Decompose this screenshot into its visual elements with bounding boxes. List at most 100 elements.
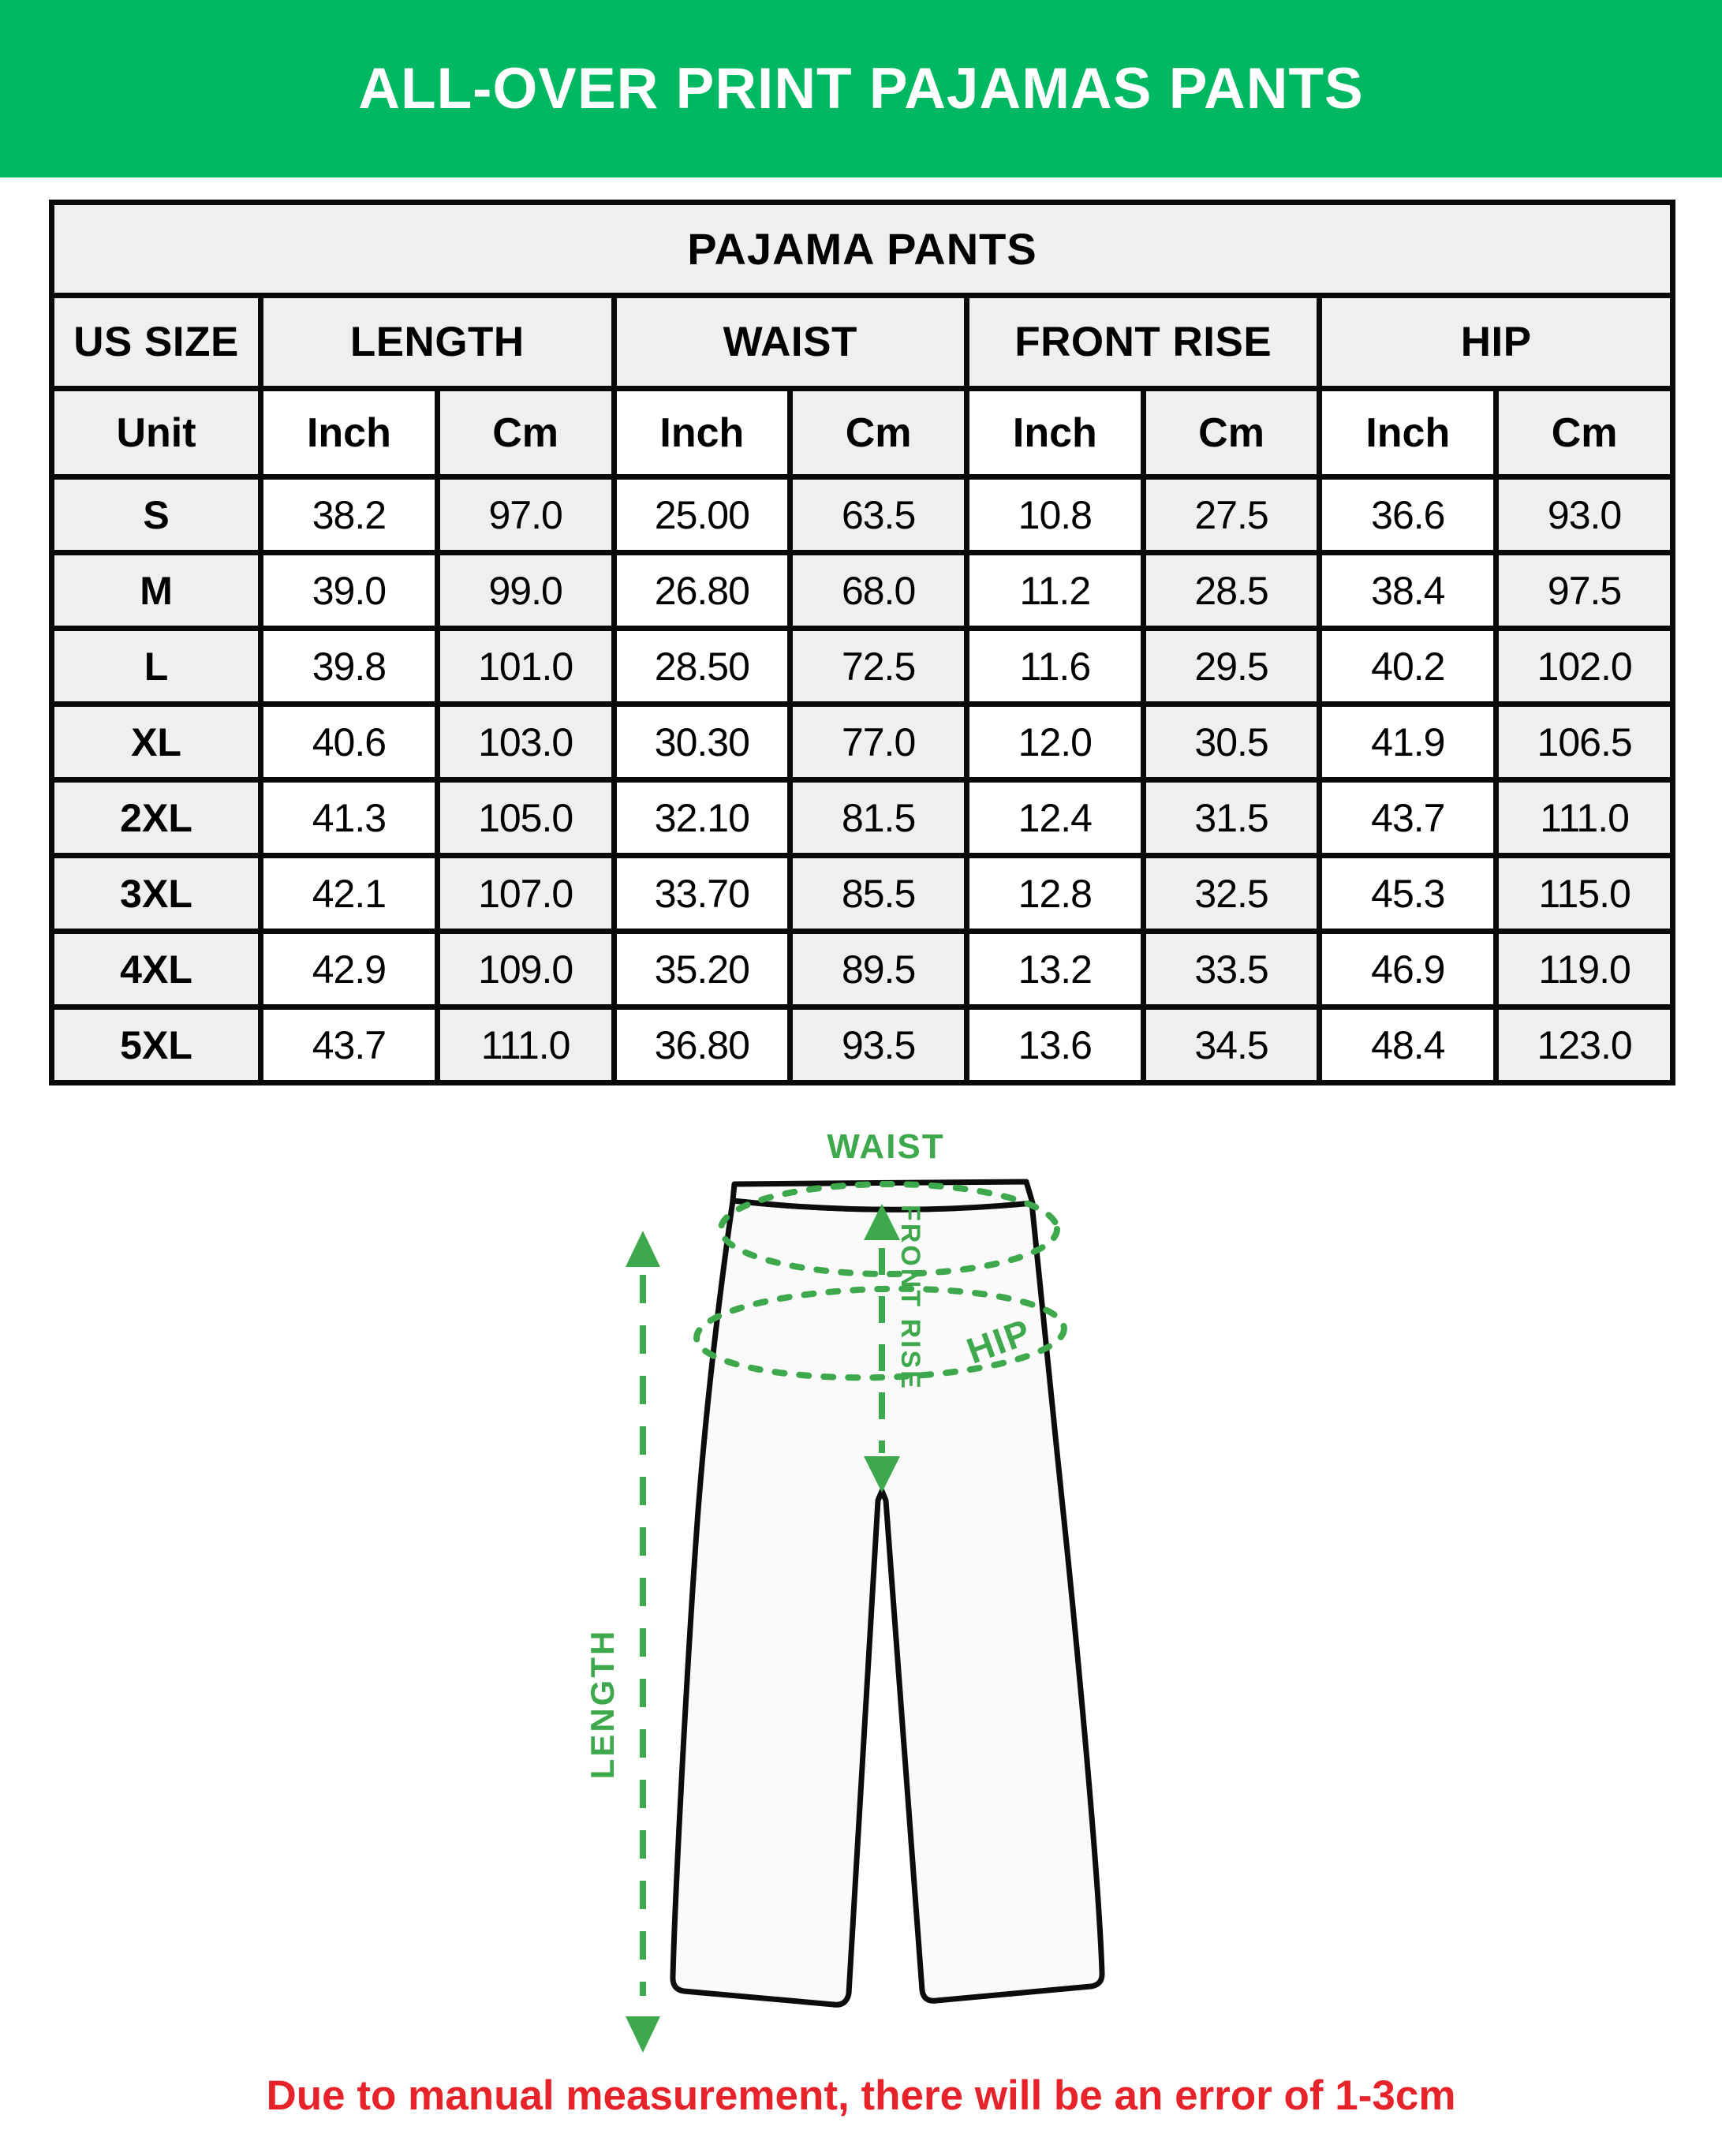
measurement-cell: 93.5 [787,1004,969,1085]
measurement-cell: 36.6 [1317,474,1500,555]
pants-measurement-diagram: WAIST FRONT RISE HIP LENGTH [0,1097,1722,2075]
table-header-row: US SIZE LENGTH WAIST FRONT RISE HIP [48,293,1675,391]
measurement-cell: 29.5 [1140,626,1323,707]
front-rise-arrow-up-icon [864,1204,900,1240]
size-label: 5XL [48,1004,264,1085]
measurement-cell: 38.2 [258,474,440,555]
measurement-cell: 32.10 [611,777,794,858]
measurement-cell: 68.0 [787,550,969,631]
measurement-cell: 40.2 [1317,626,1500,707]
measurement-cell: 10.8 [963,474,1146,555]
length-arrow-up-icon [626,1231,660,1267]
measurement-cell: 106.5 [1493,701,1675,783]
size-chart-table: PAJAMA PANTS US SIZE LENGTH WAIST FRONT … [48,200,1675,1085]
table-unit-row: Unit Inch Cm Inch Cm Inch Cm Inch Cm [48,386,1675,480]
measurement-cell: 12.8 [963,853,1146,934]
measurement-cell: 72.5 [787,626,969,707]
measurement-cell: 99.0 [434,550,617,631]
measurement-cell: 33.5 [1140,929,1323,1010]
measurement-cell: 63.5 [787,474,969,555]
measurement-cell: 35.20 [611,929,794,1010]
size-row-s: S 38.2 97.0 25.00 63.5 10.8 27.5 36.6 93.0 [48,474,1675,555]
measurement-cell: 103.0 [434,701,617,783]
measurement-cell: 97.5 [1493,550,1675,631]
measurement-cell: 48.4 [1317,1004,1500,1085]
measurement-cell: 26.80 [611,550,794,631]
measurement-cell: 27.5 [1140,474,1323,555]
measurement-cell: 34.5 [1140,1004,1323,1085]
size-label: 4XL [48,929,264,1010]
length-label: LENGTH [584,1629,621,1780]
measurement-cell: 46.9 [1317,929,1500,1010]
measurement-cell: 39.0 [258,550,440,631]
measurement-cell: 85.5 [787,853,969,934]
measurement-cell: 38.4 [1317,550,1500,631]
measurement-cell: 123.0 [1493,1004,1675,1085]
size-row-5xl: 5XL 43.7 111.0 36.80 93.5 13.6 34.5 48.4 123.0 [48,1004,1675,1085]
pants-outline [670,1198,1105,2008]
measurement-cell: 11.2 [963,550,1146,631]
front-rise-arrow-down-icon [864,1456,900,1493]
measurement-cell: 45.3 [1317,853,1500,934]
measurement-cell: 41.9 [1317,701,1500,783]
measurement-cell: 89.5 [787,929,969,1010]
measurement-cell: 36.80 [611,1004,794,1085]
col-header-waist: WAIST [611,293,969,391]
measurement-cell: 115.0 [1493,853,1675,934]
measurement-cell: 93.0 [1493,474,1675,555]
measurement-cell: 41.3 [258,777,440,858]
measurement-cell: 81.5 [787,777,969,858]
unit-label: Unit [48,386,264,480]
size-label: L [48,626,264,707]
measurement-cell: 77.0 [787,701,969,783]
size-label: 2XL [48,777,264,858]
unit-front-rise-cm: Cm [1140,386,1323,480]
measurement-cell: 105.0 [434,777,617,858]
measurement-cell: 28.50 [611,626,794,707]
size-label: XL [48,701,264,783]
size-row-4xl: 4XL 42.9 109.0 35.20 89.5 13.2 33.5 46.9 119.0 [48,929,1675,1010]
measurement-cell: 31.5 [1140,777,1323,858]
measurement-note: Due to manual measurement, there will be… [266,2072,1456,2119]
unit-waist-inch: Inch [611,386,794,480]
size-row-m: M 39.0 99.0 26.80 68.0 11.2 28.5 38.4 97.5 [48,550,1675,631]
size-label: 3XL [48,853,264,934]
page-title: ALL-OVER PRINT PAJAMAS PANTS [358,57,1364,121]
size-label: M [48,550,264,631]
size-row-2xl: 2XL 41.3 105.0 32.10 81.5 12.4 31.5 43.7 111.0 [48,777,1675,858]
measurement-cell: 30.5 [1140,701,1323,783]
unit-length-cm: Cm [434,386,617,480]
measurement-cell: 111.0 [434,1004,617,1085]
col-header-us-size: US SIZE [48,293,264,391]
waist-measure-ellipse [718,1181,1060,1277]
measurement-cell: 13.2 [963,929,1146,1010]
measurement-cell: 42.9 [258,929,440,1010]
measurement-cell: 12.4 [963,777,1146,858]
unit-hip-inch: Inch [1317,386,1500,480]
measurement-cell: 32.5 [1140,853,1323,934]
measurement-cell: 119.0 [1493,929,1675,1010]
measurement-cell: 111.0 [1493,777,1675,858]
size-label: S [48,474,264,555]
measurement-cell: 107.0 [434,853,617,934]
measurement-cell: 43.7 [1317,777,1500,858]
measurement-cell: 12.0 [963,701,1146,783]
measurement-cell: 43.7 [258,1004,440,1085]
hip-measure-ellipse [693,1285,1067,1381]
measurement-cell: 33.70 [611,853,794,934]
front-rise-label: FRONT RISE [895,1205,925,1391]
pants-diagram-svg: WAIST FRONT RISE HIP LENGTH [584,1127,1105,2053]
table-title: PAJAMA PANTS [49,200,1675,298]
size-row-xl: XL 40.6 103.0 30.30 77.0 12.0 30.5 41.9 106.5 [48,701,1675,783]
col-header-hip: HIP [1317,293,1675,391]
banner: ALL-OVER PRINT PAJAMAS PANTS [0,0,1722,177]
measurement-cell: 11.6 [963,626,1146,707]
waist-label: WAIST [827,1127,944,1166]
measurement-cell: 40.6 [258,701,440,783]
col-header-front-rise: FRONT RISE [963,293,1323,391]
measurement-cell: 109.0 [434,929,617,1010]
measurement-cell: 30.30 [611,701,794,783]
unit-length-inch: Inch [258,386,440,480]
size-row-3xl: 3XL 42.1 107.0 33.70 85.5 12.8 32.5 45.3 115.0 [48,853,1675,934]
